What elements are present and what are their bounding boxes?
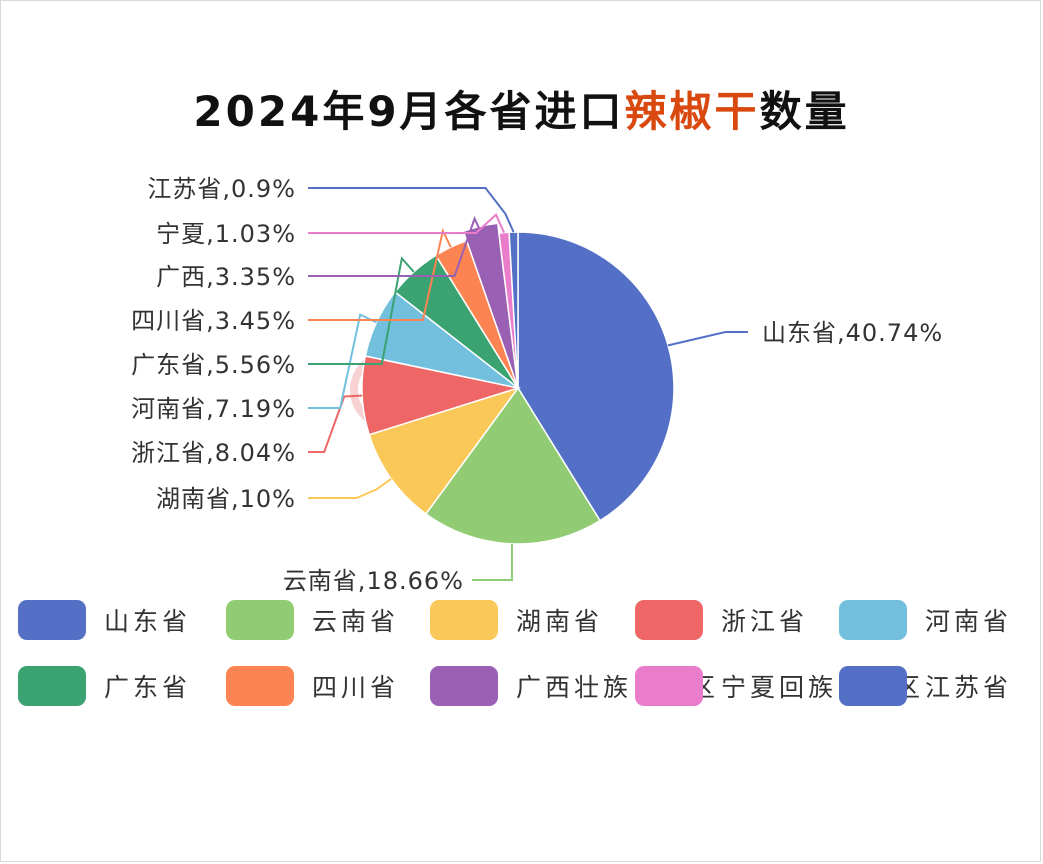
legend-item[interactable]: 四川省 (226, 666, 399, 706)
legend-label: 云南省 (312, 607, 400, 636)
legend-label: 广东省 (104, 673, 192, 702)
leader-line-10 (308, 187, 515, 233)
leader-line-2 (471, 543, 513, 581)
slice-label-5: 河南省,7.19% (131, 395, 296, 423)
legend-label: 江苏省 (925, 673, 1013, 702)
leader-line-3 (308, 478, 392, 499)
legend-swatch (635, 666, 703, 706)
legend-item[interactable]: 山东省 (18, 600, 191, 640)
title-part-1: 2024年9月各省进口 (193, 87, 625, 136)
legend-swatch (226, 666, 294, 706)
legend-swatch (430, 666, 498, 706)
pie-leader-lines (308, 187, 748, 581)
slice-label-10: 江苏省,0.9% (147, 175, 296, 203)
leader-line-9 (308, 213, 505, 234)
legend-item[interactable]: 广东省 (18, 666, 191, 706)
slice-label-4: 浙江省,8.04% (131, 439, 296, 467)
legend-swatch (226, 600, 294, 640)
pie-chart: 山东省,40.74% 云南省,18.66% 湖南省,10% 浙江省,8.04% 河南省,… (131, 175, 943, 595)
title-part-3: 数量 (759, 87, 850, 136)
slice-label-3: 湖南省,10% (156, 485, 296, 513)
pie-slices (361, 222, 675, 545)
legend-swatch (18, 600, 86, 640)
legend-label: 山东省 (104, 607, 192, 636)
leader-line-5 (308, 313, 377, 409)
legend-label: 湖南省 (516, 607, 604, 636)
legend-swatch (18, 666, 86, 706)
slice-label-8: 广西,3.35% (156, 263, 296, 291)
legend-swatch (635, 600, 703, 640)
slice-label-7: 四川省,3.45% (131, 307, 296, 335)
chart-title: 2024年9月各省进口辣椒干数量 (0, 78, 1043, 139)
legend-item[interactable]: 浙江省 (635, 600, 808, 640)
leader-line-1 (667, 331, 748, 347)
legend-item[interactable]: 河南省 (839, 600, 1012, 640)
pie-slice-1 (517, 231, 675, 522)
legend-swatch (839, 600, 907, 640)
legend-swatch (839, 666, 907, 706)
slice-label-1: 山东省,40.74% (762, 319, 943, 347)
title-highlight: 辣椒干 (624, 87, 760, 136)
leader-line-6 (308, 256, 415, 365)
legend-swatch (430, 600, 498, 640)
legend-item[interactable]: 湖南省 (430, 600, 603, 640)
legend-label: 浙江省 (721, 607, 809, 636)
leader-line-8 (308, 215, 484, 277)
legend-item[interactable]: 江苏省 (839, 666, 1012, 706)
slice-label-6: 广东省,5.56% (131, 351, 296, 379)
legend-label: 河南省 (925, 607, 1013, 636)
legend-item[interactable]: 云南省 (226, 600, 399, 640)
leader-line-4 (308, 394, 363, 453)
pie-labels: 山东省,40.74% 云南省,18.66% 湖南省,10% 浙江省,8.04% 河南省,… (131, 175, 943, 595)
slice-label-9: 宁夏,1.03% (156, 220, 296, 248)
slice-label-2: 云南省,18.66% (283, 567, 464, 595)
pie-slice-8 (462, 222, 519, 389)
legend-label: 四川省 (312, 673, 400, 702)
